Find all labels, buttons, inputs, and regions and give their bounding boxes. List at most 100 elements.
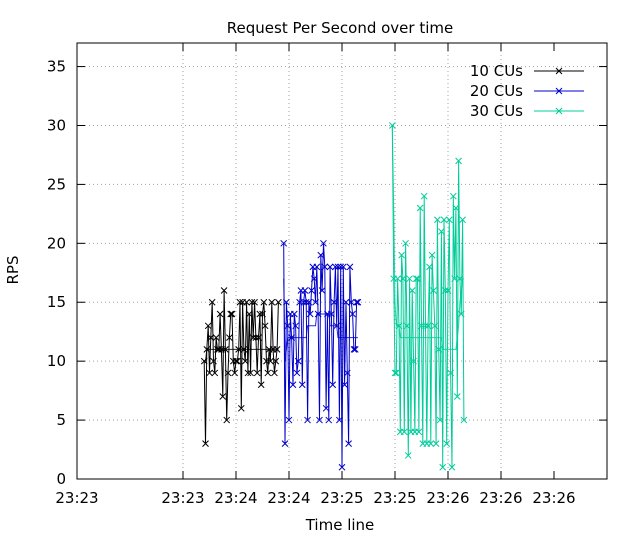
data-point — [292, 322, 299, 330]
data-point — [219, 393, 227, 400]
data-point — [455, 157, 462, 165]
data-point — [403, 322, 411, 330]
data-point — [204, 322, 212, 330]
data-point — [391, 369, 399, 377]
data-point — [316, 416, 323, 424]
data-point — [460, 416, 468, 424]
x-tick-label: 23:25 — [373, 489, 416, 507]
data-point — [439, 463, 447, 471]
data-point — [420, 192, 428, 200]
legend-marker — [555, 107, 563, 115]
series-2 — [280, 239, 362, 471]
data-point — [249, 334, 257, 341]
data-point — [272, 357, 280, 365]
data-point — [293, 369, 301, 377]
data-point — [457, 310, 465, 318]
data-point — [412, 275, 420, 283]
legend-marker — [555, 87, 563, 95]
data-point — [281, 440, 289, 448]
data-point — [273, 346, 281, 353]
data-point — [434, 216, 441, 224]
data-point — [240, 346, 248, 353]
data-point — [351, 346, 359, 353]
grid — [77, 43, 607, 479]
data-point — [408, 287, 416, 294]
data-point — [244, 369, 252, 377]
y-tick-label: 0 — [56, 470, 66, 488]
data-point — [410, 357, 417, 365]
data-point — [414, 275, 421, 283]
data-point — [354, 298, 362, 306]
data-point — [260, 298, 268, 306]
data-point — [282, 298, 290, 306]
data-point — [289, 381, 297, 389]
data-point — [432, 440, 440, 448]
series-layer — [200, 122, 468, 471]
data-point — [206, 369, 213, 377]
data-point — [435, 346, 443, 353]
data-point — [347, 298, 355, 306]
data-point — [388, 122, 396, 129]
data-point — [440, 216, 448, 224]
legend-marker — [555, 67, 563, 75]
data-point — [338, 463, 346, 471]
legend-label: 20 CUs — [470, 82, 523, 100]
y-tick-label: 20 — [47, 234, 66, 252]
data-point — [200, 357, 208, 365]
data-point — [448, 463, 456, 471]
data-point — [253, 369, 261, 377]
data-point — [404, 452, 412, 459]
x-tick-label: 23:23 — [55, 489, 98, 507]
legend: 10 CUs 20 CUs 30 CUs — [470, 62, 584, 120]
data-point — [427, 440, 435, 448]
data-point — [290, 310, 298, 318]
data-point — [237, 404, 245, 412]
data-point — [252, 334, 260, 341]
data-point — [313, 263, 321, 271]
data-point — [251, 298, 258, 306]
data-point — [312, 298, 319, 306]
data-point — [227, 310, 235, 318]
data-point — [257, 381, 265, 389]
data-point — [320, 239, 327, 247]
data-point — [210, 357, 217, 365]
data-point — [456, 275, 464, 283]
data-point — [236, 298, 244, 306]
y-tick-label: 15 — [47, 293, 66, 311]
data-point — [349, 310, 356, 318]
data-point — [449, 192, 457, 200]
data-point — [333, 322, 341, 330]
data-point — [314, 310, 322, 318]
data-point — [445, 216, 453, 224]
data-point — [248, 298, 256, 306]
data-point — [298, 381, 306, 389]
data-point — [215, 346, 223, 353]
data-point — [222, 346, 229, 353]
data-point — [342, 298, 350, 306]
data-point — [436, 416, 444, 424]
data-point — [441, 287, 449, 294]
legend-label: 10 CUs — [470, 62, 523, 80]
data-point — [207, 334, 215, 341]
x-tick-label: 23:24 — [267, 489, 310, 507]
data-point — [302, 298, 310, 306]
x-tick-label: 23:25 — [320, 489, 363, 507]
data-point — [453, 393, 461, 400]
data-point — [398, 251, 405, 259]
data-point — [216, 310, 224, 318]
data-point — [280, 239, 288, 247]
data-point — [224, 369, 232, 377]
series-average-line — [204, 348, 279, 362]
chart-title: Request Per Second over time — [227, 19, 453, 37]
series-average-line — [283, 278, 358, 362]
data-point — [233, 357, 241, 365]
data-point — [202, 440, 209, 448]
data-point — [220, 287, 228, 294]
data-point — [211, 369, 219, 377]
x-tick-label: 23:26 — [479, 489, 522, 507]
data-point — [326, 263, 334, 271]
data-point — [305, 298, 313, 306]
y-tick-label: 30 — [47, 116, 66, 134]
